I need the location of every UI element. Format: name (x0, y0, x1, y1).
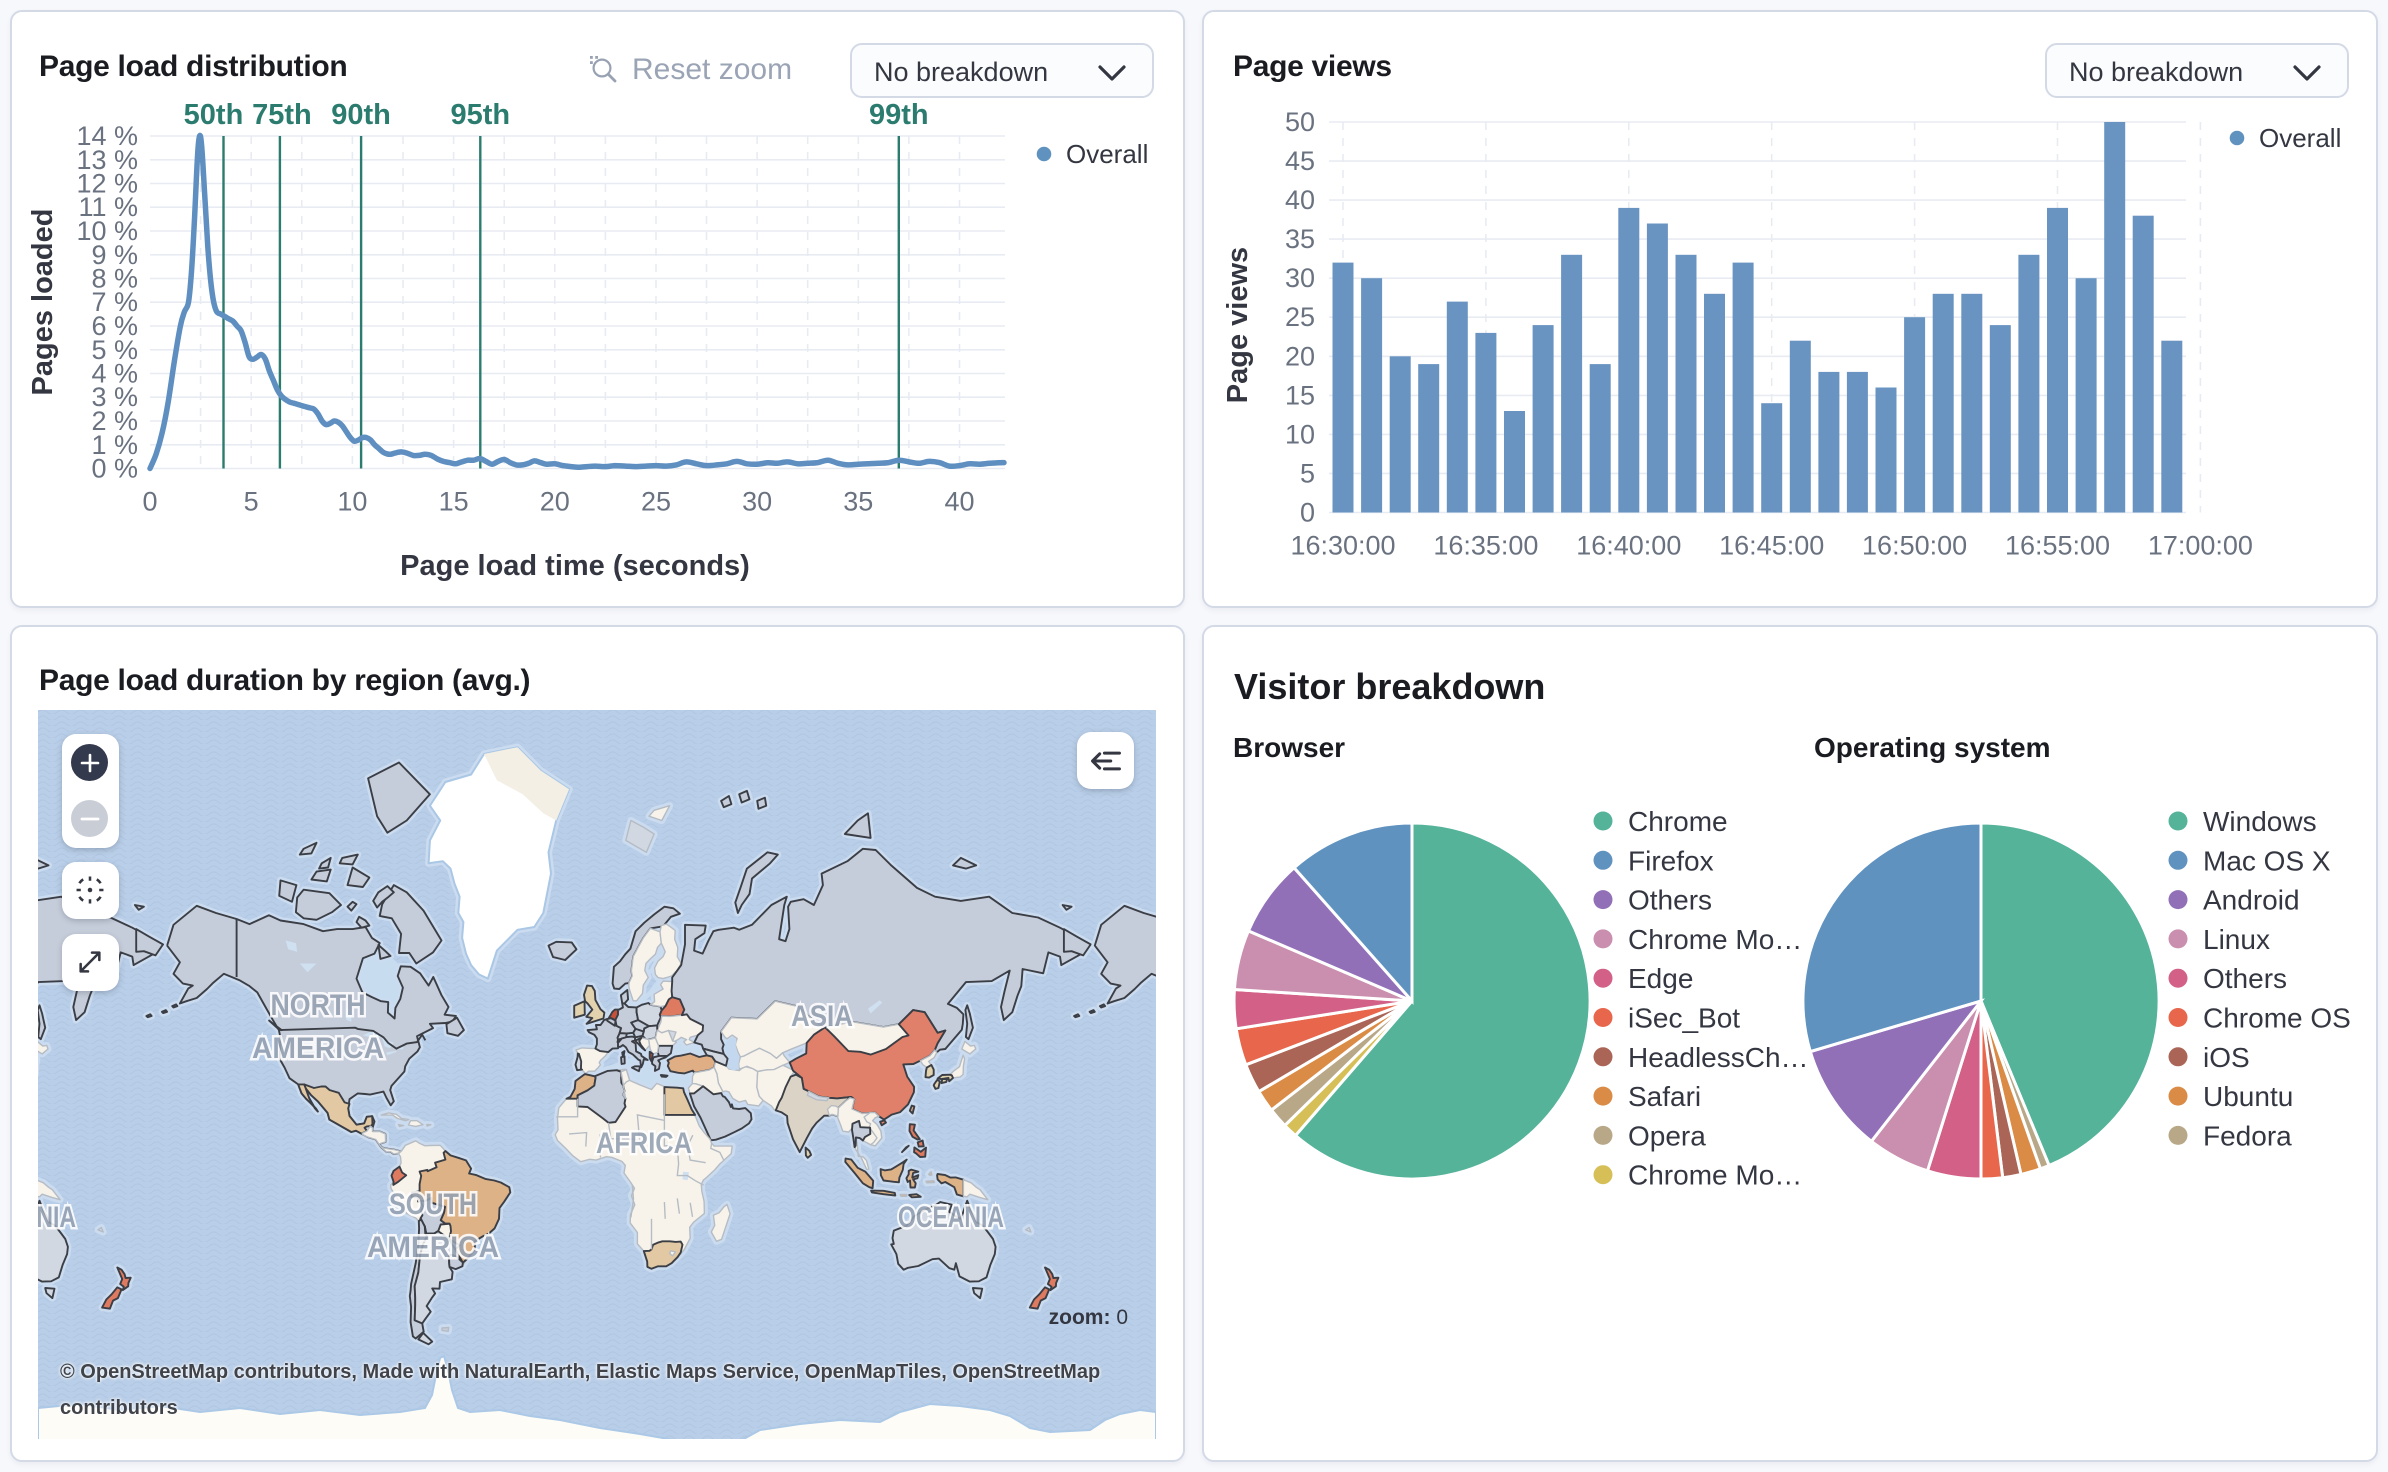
svg-text:Safari: Safari (1628, 1081, 1701, 1112)
svg-text:10: 10 (337, 487, 367, 517)
svg-text:iOS: iOS (2203, 1042, 2250, 1073)
svg-text:Chrome OS: Chrome OS (2203, 1003, 2351, 1034)
svg-text:Pages loaded: Pages loaded (27, 209, 59, 396)
svg-text:16:40:00: 16:40:00 (1576, 531, 1681, 561)
svg-text:3 %: 3 % (91, 382, 138, 412)
svg-text:16:50:00: 16:50:00 (1862, 531, 1967, 561)
svg-text:Firefox: Firefox (1628, 845, 1714, 876)
svg-text:20: 20 (540, 487, 570, 517)
svg-text:Windows: Windows (2203, 806, 2317, 837)
svg-text:ASIA: ASIA (791, 1000, 853, 1033)
svg-text:11 %: 11 % (78, 192, 138, 222)
svg-text:35: 35 (1285, 224, 1315, 254)
svg-text:5 %: 5 % (91, 335, 138, 365)
svg-text:OCEANIA: OCEANIA (898, 1201, 1004, 1234)
svg-text:Page views: Page views (1222, 247, 1254, 403)
svg-text:Chrome: Chrome (1628, 806, 1728, 837)
svg-text:AMERICA: AMERICA (252, 1032, 384, 1065)
svg-text:5: 5 (1300, 458, 1315, 488)
svg-text:Mac OS X: Mac OS X (2203, 845, 2331, 876)
svg-text:AFRICA: AFRICA (596, 1127, 692, 1160)
svg-text:Ubuntu: Ubuntu (2203, 1081, 2293, 1112)
svg-text:HeadlessCh…: HeadlessCh… (1628, 1042, 1809, 1073)
svg-text:Others: Others (1628, 885, 1712, 916)
svg-text:45: 45 (1285, 146, 1315, 176)
svg-text:Edge: Edge (1628, 963, 1693, 994)
svg-text:90th: 90th (331, 99, 391, 131)
svg-text:Others: Others (2203, 963, 2287, 994)
svg-text:9 %: 9 % (91, 240, 138, 270)
svg-text:75th: 75th (252, 99, 312, 131)
svg-text:35: 35 (843, 487, 873, 517)
svg-text:40: 40 (944, 487, 974, 517)
svg-text:30: 30 (1285, 263, 1315, 293)
svg-text:10: 10 (1285, 419, 1315, 449)
svg-text:0: 0 (142, 487, 157, 517)
svg-text:16:45:00: 16:45:00 (1719, 531, 1824, 561)
svg-text:Overall: Overall (1066, 139, 1148, 169)
svg-text:30: 30 (742, 487, 772, 517)
svg-text:4 %: 4 % (91, 359, 138, 389)
svg-text:Overall: Overall (2259, 123, 2341, 153)
svg-text:AMERICA: AMERICA (367, 1231, 499, 1264)
svg-text:6 %: 6 % (91, 311, 138, 341)
svg-text:Chrome Mo…: Chrome Mo… (1628, 1160, 1802, 1191)
svg-text:0 %: 0 % (91, 454, 138, 484)
svg-text:iSec_Bot: iSec_Bot (1628, 1003, 1740, 1034)
svg-text:20: 20 (1285, 341, 1315, 371)
svg-text:25: 25 (641, 487, 671, 517)
svg-text:Fedora: Fedora (2203, 1120, 2292, 1151)
svg-text:99th: 99th (869, 99, 929, 131)
svg-text:8 %: 8 % (91, 264, 138, 294)
svg-text:14 %: 14 % (76, 121, 138, 151)
svg-text:17:00:00: 17:00:00 (2148, 531, 2253, 561)
svg-text:1 %: 1 % (91, 430, 138, 460)
svg-text:25: 25 (1285, 302, 1315, 332)
svg-text:OCEANIA: OCEANIA (38, 1201, 76, 1234)
svg-text:Chrome Mo…: Chrome Mo… (1628, 924, 1802, 955)
svg-text:Linux: Linux (2203, 924, 2270, 955)
svg-text:SOUTH: SOUTH (389, 1188, 477, 1221)
svg-text:0: 0 (1300, 498, 1315, 528)
svg-text:15: 15 (1285, 380, 1315, 410)
svg-text:10 %: 10 % (76, 216, 138, 246)
svg-text:50: 50 (1285, 107, 1315, 137)
svg-text:15: 15 (439, 487, 469, 517)
svg-text:2 %: 2 % (91, 406, 138, 436)
svg-text:16:30:00: 16:30:00 (1290, 531, 1395, 561)
svg-text:13 %: 13 % (76, 145, 138, 175)
svg-text:16:35:00: 16:35:00 (1433, 531, 1538, 561)
svg-text:5: 5 (244, 487, 259, 517)
svg-text:Page load time (seconds): Page load time (seconds) (400, 550, 750, 582)
svg-text:Opera: Opera (1628, 1120, 1706, 1151)
svg-text:7 %: 7 % (91, 287, 138, 317)
svg-text:50th: 50th (184, 99, 244, 131)
svg-text:Android: Android (2203, 885, 2300, 916)
svg-text:95th: 95th (450, 99, 510, 131)
svg-text:16:55:00: 16:55:00 (2005, 531, 2110, 561)
svg-text:40: 40 (1285, 185, 1315, 215)
svg-text:12 %: 12 % (76, 169, 138, 199)
svg-text:NORTH: NORTH (271, 989, 366, 1022)
